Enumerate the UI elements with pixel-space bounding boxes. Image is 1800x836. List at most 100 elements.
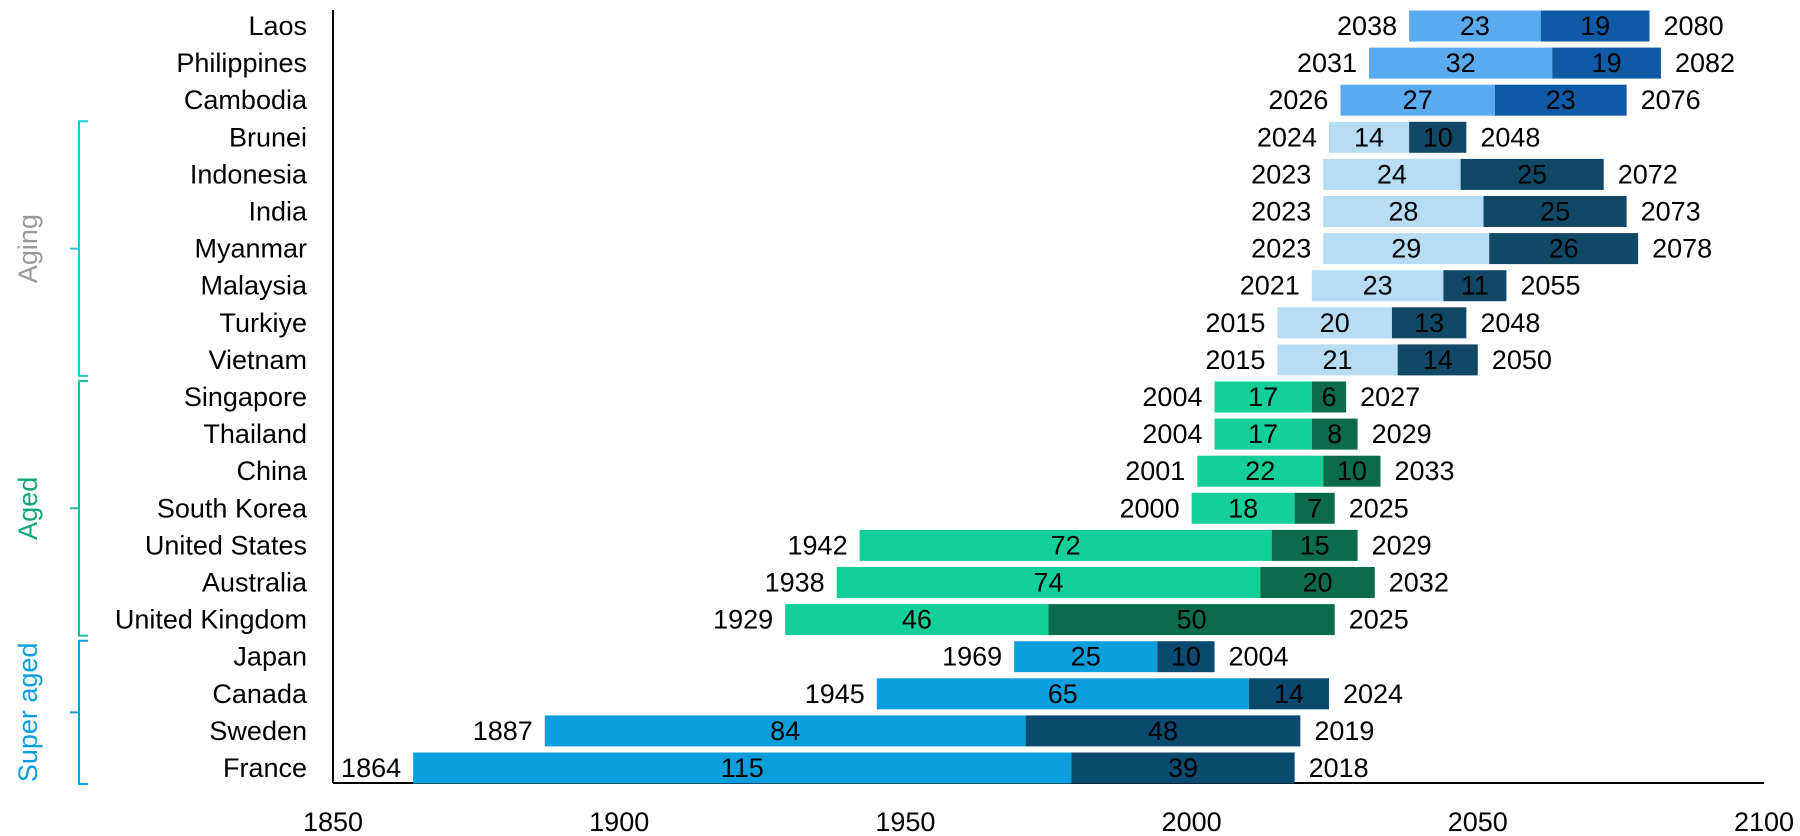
country-label: Australia — [202, 568, 308, 598]
start-year-label: 2024 — [1257, 122, 1317, 152]
bar-segment-1-value: 20 — [1320, 308, 1350, 338]
bar-segment-superaged-transition — [1025, 715, 1301, 747]
bar-segment-superaged-transition — [1311, 381, 1347, 413]
start-year-label: 1938 — [765, 568, 825, 598]
bar-segment-2-value: 50 — [1177, 605, 1207, 635]
bar-segment-aged-transition — [1328, 121, 1410, 153]
end-year-label: 2032 — [1389, 568, 1449, 598]
country-label: United States — [145, 530, 307, 560]
country-label: United Kingdom — [115, 605, 307, 635]
bar-segment-superaged-transition — [1271, 529, 1358, 561]
bar-segment-aged-transition — [1014, 641, 1158, 673]
bar-segment-aged-transition — [1214, 418, 1312, 450]
bar-segment-superaged-transition — [1323, 455, 1381, 487]
x-tick-label: 2050 — [1448, 807, 1508, 836]
country-label: Cambodia — [184, 85, 308, 115]
bar-segment-superaged-transition — [1294, 492, 1335, 524]
start-year-label: 2001 — [1125, 456, 1185, 486]
end-year-label: 2025 — [1349, 605, 1409, 635]
bar-segment-2-value: 10 — [1337, 456, 1367, 486]
end-year-label: 2004 — [1228, 642, 1288, 672]
group-label: Aging — [13, 214, 43, 283]
start-year-label: 2038 — [1337, 11, 1397, 41]
bar-segment-1-value: 22 — [1245, 456, 1275, 486]
bar-segment-1-value: 29 — [1391, 234, 1421, 264]
bar-segment-aged-transition — [1323, 196, 1484, 227]
bar-segment-aged-transition — [1340, 84, 1495, 116]
country-label: Brunei — [229, 122, 307, 152]
start-year-label: 1929 — [713, 605, 773, 635]
bar-segment-superaged-transition — [1460, 158, 1604, 190]
bar-segment-aged-transition — [413, 752, 1072, 784]
start-year-label: 2023 — [1251, 159, 1311, 189]
end-year-label: 2029 — [1372, 530, 1432, 560]
bar-segment-superaged-transition — [1397, 344, 1478, 376]
end-year-label: 2025 — [1349, 493, 1409, 523]
bar-segment-superaged-transition — [1248, 678, 1329, 710]
end-year-label: 2018 — [1309, 753, 1369, 783]
x-tick-label: 2100 — [1734, 807, 1794, 836]
start-year-label: 1887 — [473, 716, 533, 746]
bar-segment-2-value: 25 — [1540, 197, 1570, 227]
country-label: Malaysia — [200, 271, 308, 301]
bar-segment-2-value: 7 — [1307, 493, 1322, 523]
country-label: Singapore — [184, 382, 307, 412]
x-tick-label: 2000 — [1162, 807, 1222, 836]
bar-segment-1-value: 17 — [1248, 419, 1278, 449]
end-year-label: 2019 — [1314, 716, 1374, 746]
bar-segment-1-value: 65 — [1048, 679, 1078, 709]
bar-segment-superaged-transition — [1311, 418, 1358, 450]
bar-segment-1-value: 25 — [1071, 642, 1101, 672]
bar-segment-1-value: 115 — [721, 753, 764, 783]
bar-segment-superaged-transition — [1443, 270, 1507, 302]
x-tick-label: 1950 — [875, 807, 935, 836]
country-label: Japan — [233, 642, 307, 672]
country-label: Myanmar — [194, 234, 307, 264]
bar-segment-aged-transition — [1323, 233, 1490, 265]
bar-segment-aged-transition — [1409, 10, 1541, 42]
end-year-label: 2048 — [1480, 122, 1540, 152]
end-year-label: 2076 — [1641, 85, 1701, 115]
bar-segment-superaged-transition — [1260, 567, 1375, 598]
country-label: China — [236, 456, 308, 486]
start-year-label: 2000 — [1120, 493, 1180, 523]
end-year-label: 2078 — [1652, 234, 1712, 264]
bar-segment-2-value: 13 — [1414, 308, 1444, 338]
bar-segment-aged-transition — [859, 529, 1272, 561]
bar-segment-superaged-transition — [1483, 196, 1627, 227]
bar-segment-superaged-transition — [1552, 47, 1661, 79]
bar-segment-1-value: 28 — [1388, 197, 1418, 227]
country-label: Vietnam — [208, 345, 307, 375]
bar-segment-aged-transition — [1277, 307, 1392, 339]
bar-segment-2-value: 8 — [1327, 419, 1342, 449]
bar-segment-1-value: 27 — [1403, 85, 1433, 115]
end-year-label: 2048 — [1480, 308, 1540, 338]
bar-segment-aged-transition — [1323, 158, 1461, 190]
start-year-label: 2023 — [1251, 197, 1311, 227]
group-label: Super aged — [13, 643, 43, 783]
end-year-label: 2072 — [1618, 159, 1678, 189]
start-year-label: 2021 — [1240, 271, 1300, 301]
start-year-label: 2004 — [1142, 419, 1202, 449]
country-label: Turkiye — [219, 308, 307, 338]
end-year-label: 2027 — [1360, 382, 1420, 412]
country-label: France — [223, 753, 307, 783]
start-year-label: 1969 — [942, 642, 1002, 672]
bar-segment-1-value: 23 — [1363, 271, 1393, 301]
bar-segment-1-value: 21 — [1323, 345, 1353, 375]
bar-segment-superaged-transition — [1494, 84, 1627, 116]
bar-segment-aged-transition — [1277, 344, 1398, 376]
bar-segment-superaged-transition — [1489, 233, 1639, 265]
start-year-label: 2004 — [1142, 382, 1202, 412]
group-bracket — [70, 120, 88, 377]
start-year-label: 2015 — [1205, 308, 1265, 338]
bar-segment-2-value: 19 — [1580, 11, 1610, 41]
country-label: South Korea — [157, 493, 308, 523]
x-tick-label: 1850 — [303, 807, 363, 836]
end-year-label: 2080 — [1664, 11, 1724, 41]
country-label: Indonesia — [190, 159, 308, 189]
country-label: Philippines — [176, 48, 307, 78]
group-label: Aged — [13, 477, 43, 540]
bar-segment-superaged-transition — [1391, 307, 1467, 339]
